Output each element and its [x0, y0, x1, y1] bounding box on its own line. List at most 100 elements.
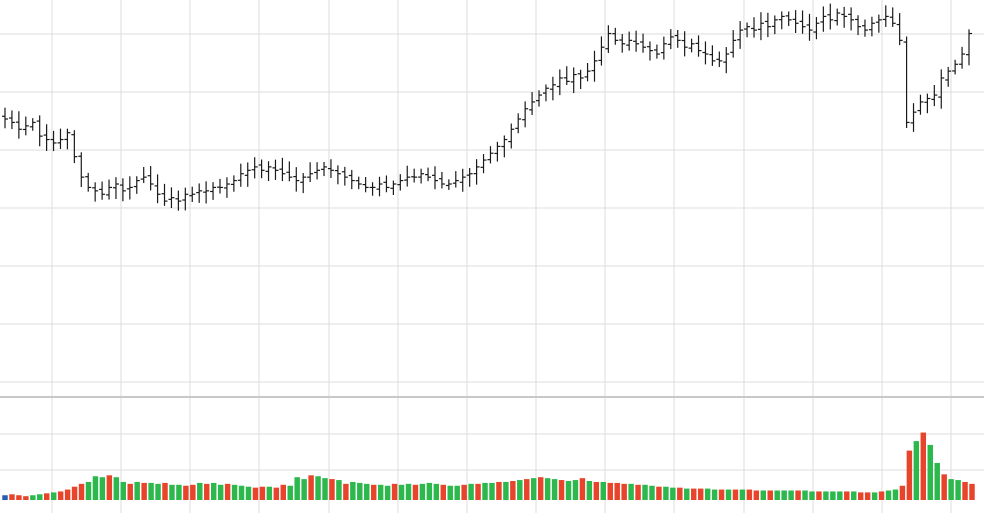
ohlc-bar	[71, 130, 78, 164]
ohlc-bar	[660, 36, 667, 60]
volume-bar	[670, 487, 676, 500]
ohlc-bar	[64, 128, 71, 150]
volume-bar	[23, 496, 29, 500]
volume-bar	[774, 490, 780, 500]
volume-bar	[739, 489, 746, 500]
volume-bar	[2, 495, 8, 500]
ohlc-bar	[216, 178, 223, 194]
ohlc-bar	[438, 171, 445, 189]
volume-bar	[544, 478, 551, 500]
volume-bar	[197, 482, 203, 500]
volume-bar	[781, 490, 787, 500]
ohlc-bar	[307, 162, 314, 183]
volume-bar	[9, 494, 15, 500]
ohlc-bar	[501, 135, 508, 158]
ohlc-bar	[799, 10, 806, 34]
ohlc-bar	[126, 176, 133, 200]
volume-bar	[565, 481, 572, 500]
ohlc-bar	[695, 35, 702, 57]
volume-bar	[558, 480, 565, 500]
ohlc-bar	[57, 128, 64, 149]
ohlc-bar	[210, 182, 217, 200]
ohlc-bar	[279, 157, 286, 182]
volume-bar	[217, 484, 224, 500]
volume-bar	[690, 488, 697, 500]
volume-bar	[496, 481, 502, 500]
volume-bar	[169, 484, 175, 500]
ohlc-bar	[834, 8, 841, 26]
ohlc-bar	[952, 59, 959, 75]
ohlc-bar	[341, 166, 348, 186]
volume-bar	[892, 489, 899, 500]
volume-bar	[927, 444, 933, 500]
ohlc-bar	[709, 45, 716, 66]
volume-bar	[732, 489, 739, 500]
volume-bar	[746, 489, 753, 500]
ohlc-bar	[168, 187, 175, 209]
volume-panel	[2, 432, 975, 500]
ohlc-bar	[549, 76, 556, 101]
ohlc-bar	[806, 13, 813, 41]
volume-bar	[510, 481, 516, 500]
volume-bar	[176, 484, 182, 500]
volume-bar	[572, 480, 579, 500]
volume-bar	[391, 483, 398, 500]
volume-bar	[308, 475, 314, 500]
volume-bar	[621, 483, 627, 500]
volume-bar	[113, 477, 120, 500]
volume-bar	[148, 482, 154, 500]
ohlc-bar	[369, 182, 376, 196]
volume-bar	[398, 484, 405, 500]
volume-bar	[37, 494, 43, 500]
volume-bar	[962, 481, 968, 500]
volume-bar	[551, 479, 558, 500]
volume-bar	[134, 481, 140, 500]
volume-bar	[322, 478, 328, 500]
ohlc-bar	[237, 163, 244, 187]
ohlc-bar	[896, 13, 903, 46]
ohlc-bar	[265, 161, 272, 182]
ohlc-bar	[882, 5, 889, 27]
ohlc-bar	[487, 146, 494, 164]
ohlc-bar	[792, 10, 799, 34]
ohlc-bar	[154, 174, 161, 204]
ohlc-bar	[945, 66, 952, 87]
ohlc-bar	[598, 36, 605, 66]
volume-bar	[718, 489, 725, 500]
volume-bar	[844, 491, 850, 500]
volume-bar	[614, 482, 620, 500]
ohlc-bar	[348, 169, 355, 190]
ohlc-bar	[577, 69, 584, 90]
ohlc-bar	[390, 180, 397, 195]
volume-bar	[704, 488, 711, 500]
volume-bar	[245, 486, 252, 500]
ohlc-bar	[473, 159, 480, 185]
ohlc-bar	[938, 69, 945, 109]
ohlc-bar	[751, 17, 758, 38]
volume-bar	[120, 481, 126, 500]
volume-bar	[350, 481, 356, 500]
ohlc-bar	[223, 177, 230, 198]
volume-bar	[885, 490, 892, 500]
ohlc-bar	[542, 84, 549, 102]
volume-bar	[913, 441, 920, 500]
volume-bar	[830, 491, 836, 500]
ohlc-bar	[376, 176, 383, 197]
volume-bar	[711, 489, 718, 500]
volume-bar	[802, 490, 808, 500]
volume-bar	[753, 490, 760, 500]
volume-bar	[92, 476, 99, 500]
volume-bar	[287, 485, 293, 500]
ohlc-bar	[182, 187, 189, 211]
volume-bar	[190, 484, 196, 500]
volume-bar	[454, 485, 460, 500]
ohlc-bar	[563, 66, 570, 85]
volume-bar	[426, 482, 433, 500]
ohlc-bar	[314, 162, 321, 180]
volume-bar	[656, 486, 662, 500]
ohlc-bar	[813, 17, 820, 40]
volume-bar	[760, 490, 767, 500]
ohlc-bar	[875, 14, 882, 33]
volume-bar	[377, 484, 384, 500]
